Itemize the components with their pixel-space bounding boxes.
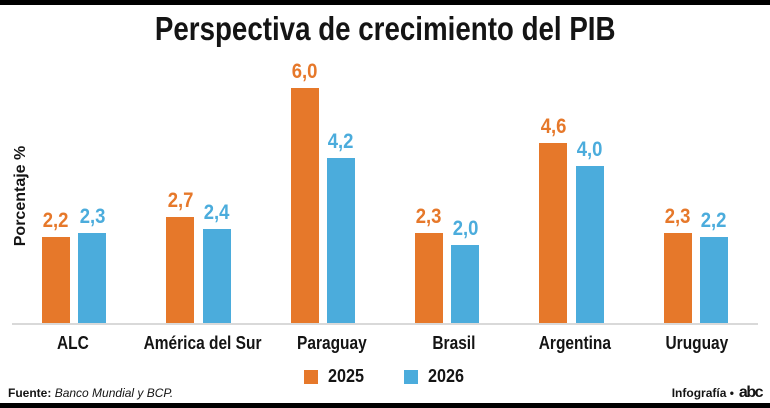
category-label: Argentina — [539, 333, 612, 353]
bar-2026 — [326, 158, 355, 323]
bar-column: 2,7 — [166, 57, 195, 323]
category-label: Paraguay — [296, 333, 367, 353]
category-label: Uruguay — [665, 333, 729, 353]
bar-2026 — [202, 229, 231, 323]
bar-group: 6,0 4,2 — [261, 57, 385, 323]
bar-2025 — [663, 233, 692, 323]
bar-column: 4,6 — [539, 57, 568, 323]
source-label: Fuente: — [8, 386, 52, 400]
legend-swatch-2026 — [404, 369, 418, 384]
bar-group: 4,6 4,0 — [509, 57, 633, 323]
bar-column: 4,0 — [575, 57, 604, 323]
value-label-2026: 4,0 — [576, 138, 603, 161]
value-label-2026: 2,3 — [79, 205, 106, 228]
category-label: ALC — [56, 333, 89, 353]
top-rule — [0, 0, 770, 5]
bar-column: 2,3 — [78, 57, 107, 323]
bar-2026 — [451, 245, 480, 323]
bar-group: 2,7 2,4 — [136, 57, 260, 323]
bar-2025 — [166, 217, 195, 323]
bar-column: 2,2 — [699, 57, 728, 323]
source-credit: Fuente: Banco Mundial y BCP. — [8, 386, 173, 400]
bar-column: 2,0 — [451, 57, 480, 323]
bar-2026 — [78, 233, 107, 323]
source-text: Banco Mundial y BCP. — [54, 386, 174, 400]
legend-item-2026: 2026 — [404, 366, 466, 387]
bar-column: 6,0 — [290, 57, 319, 323]
bar-2025 — [42, 237, 71, 323]
value-label-2026: 2,2 — [701, 209, 727, 232]
category-row: ALC América del Sur Paraguay Brasil Argentin… — [12, 333, 758, 354]
chart-title: Perspectiva de crecimiento del PIB — [0, 11, 770, 47]
legend-label-2026: 2026 — [428, 366, 465, 386]
legend: 2025 2026 — [0, 366, 770, 387]
value-label-2026: 4,2 — [328, 130, 354, 153]
value-label-2025: 2,7 — [167, 189, 194, 212]
category-label: Brasil — [432, 333, 476, 353]
value-label-2025: 4,6 — [540, 115, 567, 138]
bar-2025 — [290, 88, 319, 323]
bar-2026 — [699, 237, 728, 323]
bar-column: 2,3 — [663, 57, 692, 323]
bar-2026 — [575, 166, 604, 323]
value-label-2026: 2,4 — [203, 201, 230, 224]
legend-item-2025: 2025 — [303, 366, 366, 387]
legend-swatch-2025 — [303, 369, 318, 384]
value-label-2025: 6,0 — [291, 60, 318, 83]
footer: Fuente: Banco Mundial y BCP. Infografía … — [8, 384, 764, 401]
bar-2025 — [415, 233, 444, 323]
plot-area: 2,2 2,3 2,7 2,4 6,0 4,2 2,3 2,0 4,6 4,0 2,3 2,2 — [12, 57, 758, 325]
bar-column: 2,2 — [41, 57, 71, 323]
bar-column: 2,3 — [414, 57, 444, 323]
bar-column: 4,2 — [326, 57, 355, 323]
bar-2025 — [539, 143, 568, 323]
bar-group: 2,3 2,0 — [385, 57, 509, 323]
bar-group: 2,2 2,3 — [12, 57, 136, 323]
value-label-2025: 2,2 — [43, 209, 69, 232]
bar-column: 2,4 — [202, 57, 231, 323]
value-label-2025: 2,3 — [416, 205, 442, 228]
value-label-2025: 2,3 — [664, 205, 691, 228]
chart-title-text: Perspectiva de crecimiento del PIB — [154, 10, 616, 47]
credit-text: Infografía • — [671, 386, 734, 400]
value-label-2026: 2,0 — [452, 217, 479, 240]
bar-group: 2,3 2,2 — [634, 57, 758, 323]
bottom-rule — [0, 403, 770, 408]
legend-label-2025: 2025 — [327, 366, 364, 386]
category-label: América del Sur — [143, 333, 262, 353]
abc-logo: abc — [738, 384, 764, 401]
infographic-credit: Infografía • abc — [671, 384, 764, 401]
